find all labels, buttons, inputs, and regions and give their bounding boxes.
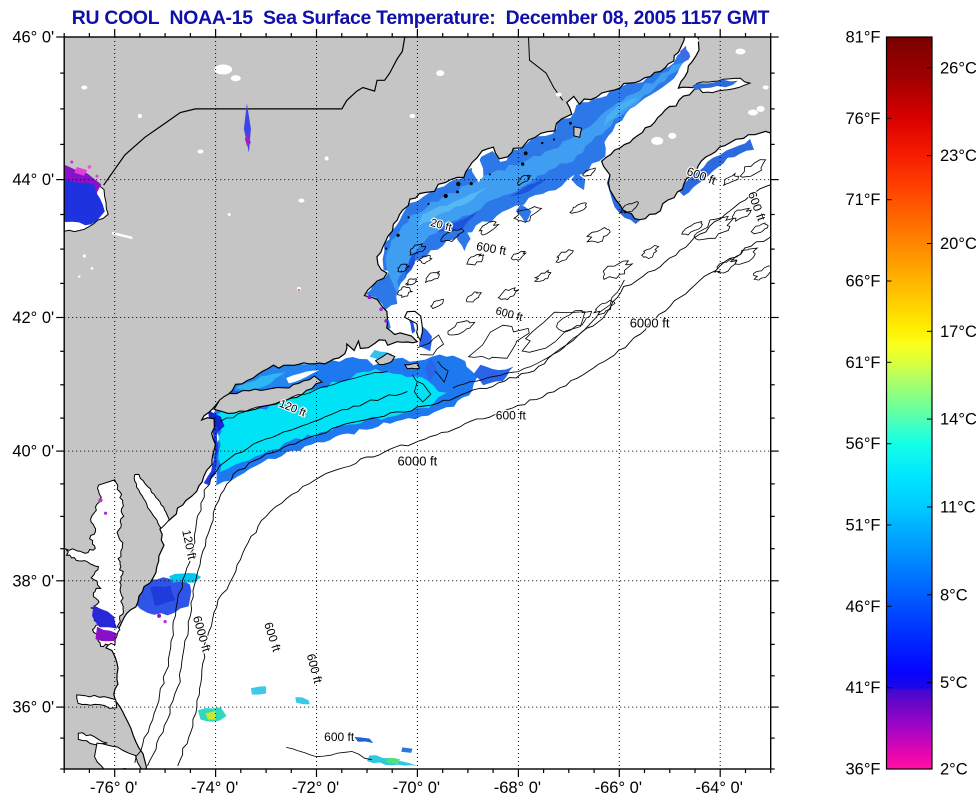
svg-text:42° 0': 42° 0' (12, 309, 54, 327)
svg-text:-68° 0': -68° 0' (494, 779, 541, 797)
svg-text:44° 0': 44° 0' (12, 171, 54, 189)
svg-text:46°F: 46°F (845, 598, 880, 616)
svg-text:71°F: 71°F (845, 191, 880, 209)
svg-text:56°F: 56°F (845, 435, 880, 453)
svg-text:61°F: 61°F (845, 354, 880, 372)
svg-text:-72° 0': -72° 0' (292, 779, 339, 797)
svg-text:36° 0': 36° 0' (12, 699, 54, 717)
svg-text:-66° 0': -66° 0' (595, 779, 642, 797)
svg-text:600 ft: 600 ft (475, 239, 508, 258)
svg-text:40° 0': 40° 0' (12, 443, 54, 461)
svg-text:26°C: 26°C (940, 59, 976, 77)
svg-text:41°F: 41°F (845, 679, 880, 697)
svg-text:600 ft: 600 ft (496, 408, 527, 422)
svg-text:-64° 0': -64° 0' (696, 779, 743, 797)
svg-text:51°F: 51°F (845, 517, 880, 535)
svg-text:2°C: 2°C (940, 761, 968, 779)
svg-text:-76° 0': -76° 0' (90, 779, 137, 797)
svg-text:36°F: 36°F (845, 761, 880, 779)
svg-text:20°C: 20°C (940, 235, 976, 253)
svg-text:RU COOL NOAA-15 Sea Surface: RU COOL NOAA-15 Sea Surface Temperature:… (72, 7, 770, 29)
svg-text:17°C: 17°C (940, 323, 976, 341)
svg-text:76°F: 76°F (845, 110, 880, 128)
svg-text:23°C: 23°C (940, 147, 976, 165)
svg-text:-70° 0': -70° 0' (393, 779, 440, 797)
svg-text:11°C: 11°C (940, 499, 976, 517)
svg-text:81°F: 81°F (845, 29, 880, 47)
svg-text:66°F: 66°F (845, 273, 880, 291)
svg-text:14°C: 14°C (940, 411, 976, 429)
svg-text:-74° 0': -74° 0' (191, 779, 238, 797)
svg-text:6000 ft: 6000 ft (630, 316, 670, 331)
svg-text:38° 0': 38° 0' (12, 572, 54, 590)
svg-text:600 ft: 600 ft (324, 730, 355, 744)
svg-text:8°C: 8°C (940, 586, 968, 604)
svg-text:5°C: 5°C (940, 674, 968, 692)
svg-text:46° 0': 46° 0' (12, 29, 54, 47)
